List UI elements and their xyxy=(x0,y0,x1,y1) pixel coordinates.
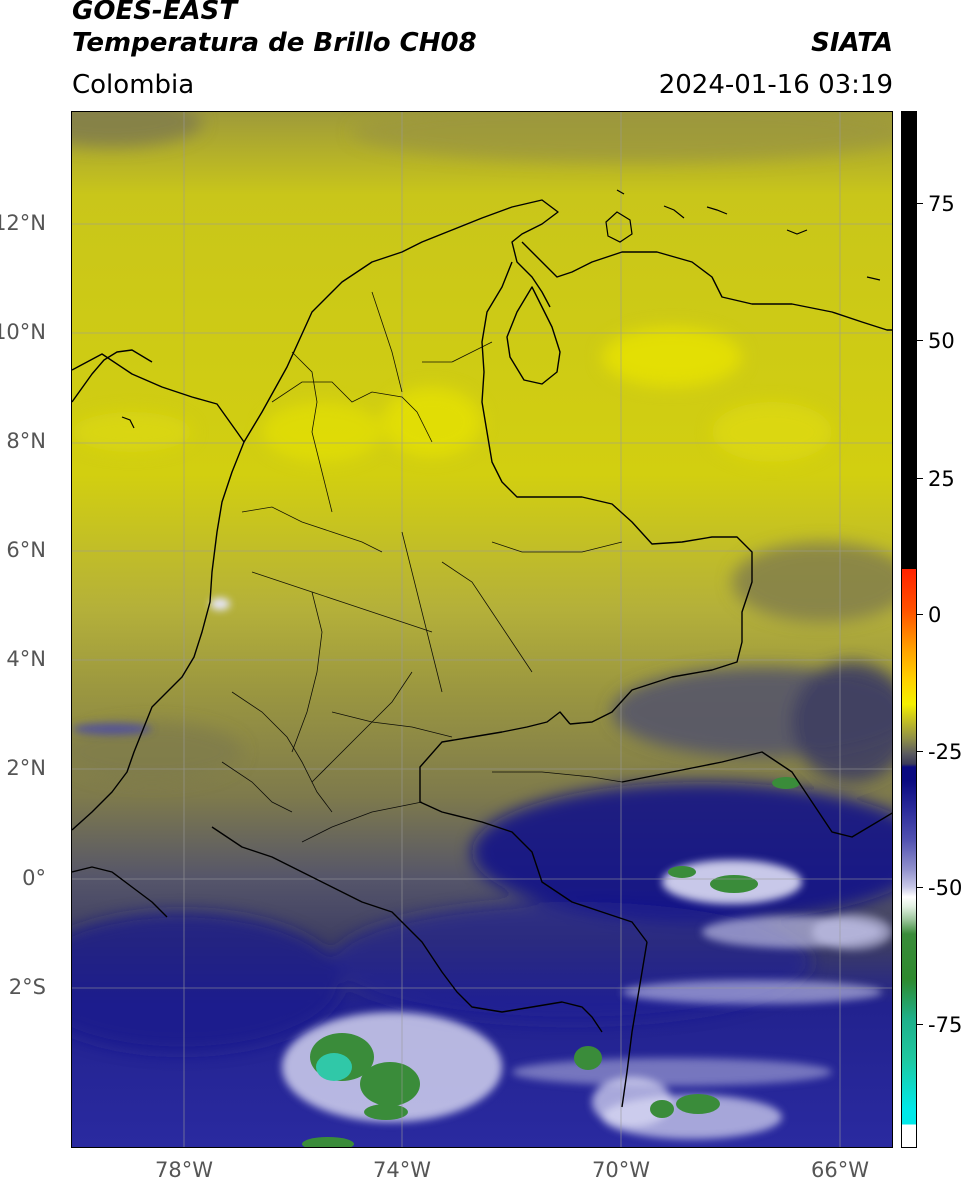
lon-label-70w: 70°W xyxy=(592,1158,650,1182)
lat-label-0: 0° xyxy=(22,866,46,890)
islands xyxy=(121,189,881,429)
admin-boundaries xyxy=(221,291,623,843)
colorbar-tick xyxy=(917,340,923,341)
timestamp-label: 2024-01-16 03:19 xyxy=(658,70,893,100)
lat-label-4n: 4°N xyxy=(6,647,46,671)
lon-label-78w: 78°W xyxy=(155,1158,213,1182)
colorbar-tick xyxy=(917,887,923,888)
colorbar-black-segment xyxy=(902,112,916,569)
region-label: Colombia xyxy=(72,70,195,100)
colorbar-label-neg75: -75 xyxy=(928,1013,963,1037)
colorbar-tick xyxy=(917,203,923,204)
lat-label-10n: 10°N xyxy=(0,320,46,344)
colorbar-tick xyxy=(917,478,923,479)
colorbar-gradient xyxy=(902,569,916,1147)
colorbar-label-50: 50 xyxy=(928,329,955,353)
colorbar-label-neg25: -25 xyxy=(928,740,963,764)
map-canvas xyxy=(72,112,892,1147)
colorbar xyxy=(901,111,917,1148)
colorbar-tick xyxy=(917,1024,923,1025)
satellite-title: GOES-EAST xyxy=(72,0,238,26)
colorbar-tick xyxy=(917,751,923,752)
lon-label-74w: 74°W xyxy=(373,1158,431,1182)
lat-label-2n: 2°N xyxy=(6,756,46,780)
product-title: Temperatura de Brillo CH08 xyxy=(72,28,477,58)
lon-label-66w: 66°W xyxy=(811,1158,869,1182)
graticule xyxy=(72,112,892,1147)
colorbar-label-25: 25 xyxy=(928,467,955,491)
colorbar-label-75: 75 xyxy=(928,192,955,216)
lat-label-6n: 6°N xyxy=(6,538,46,562)
borders xyxy=(72,199,892,1108)
brand-label: SIATA xyxy=(811,28,893,58)
lat-label-2s: 2°S xyxy=(8,975,46,999)
lat-label-8n: 8°N xyxy=(6,429,46,453)
cold-clouds xyxy=(72,598,892,1147)
colorbar-label-0: 0 xyxy=(928,603,942,627)
colorbar-label-neg50: -50 xyxy=(928,876,963,900)
colorbar-tick xyxy=(917,614,923,615)
satellite-map[interactable] xyxy=(71,111,893,1148)
lat-label-12n: 12°N xyxy=(0,211,46,235)
